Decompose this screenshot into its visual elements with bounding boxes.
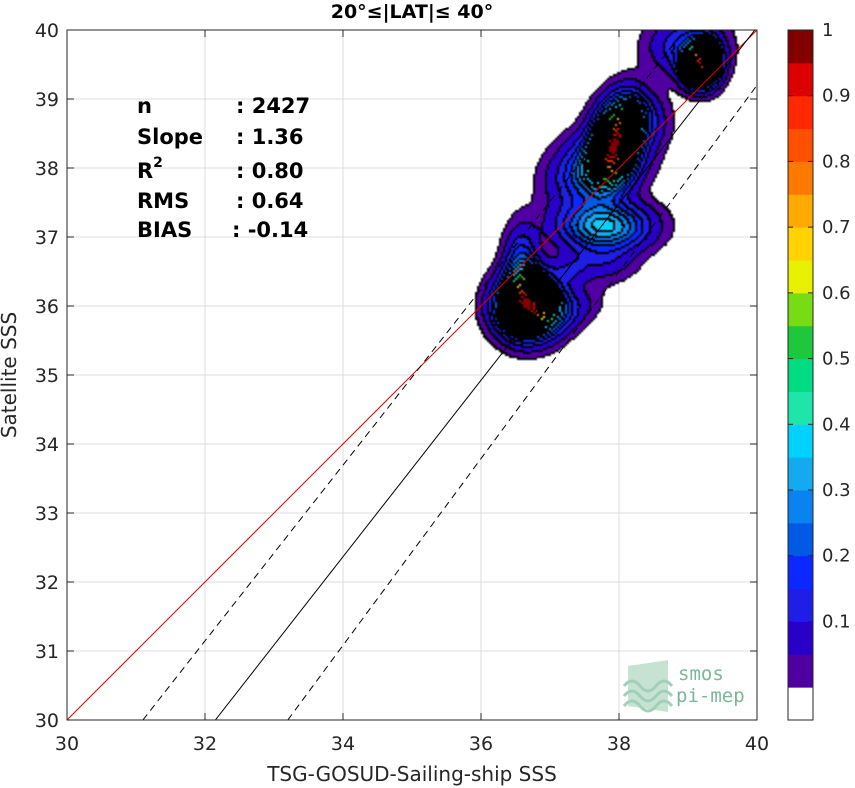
y-tick-label: 37: [35, 227, 59, 249]
stat-n-value: : 2427: [236, 94, 310, 118]
y-tick-label: 30: [35, 710, 59, 732]
colorbar-swatch: [788, 62, 813, 97]
colorbar-tick-label: 0.7: [822, 217, 851, 238]
colorbar-swatch: [788, 391, 813, 425]
y-tick-label: 39: [35, 89, 59, 111]
x-tick-label: 36: [469, 733, 493, 755]
x-tick-label: 34: [331, 733, 355, 755]
stat-r2-label: R2: [137, 155, 163, 183]
stats-box: n : 2427 Slope : 1.36 R2 : 0.80 RMS : 0.…: [137, 94, 310, 242]
reference-lines: [67, 30, 757, 720]
stat-rms-value: : 0.64: [236, 189, 304, 213]
colorbar-tick-label: 0.2: [822, 546, 851, 567]
watermark-line-2: pi-mep: [676, 685, 745, 707]
colorbar-swatch: [788, 260, 813, 294]
stat-r2-superscript: 2: [153, 155, 163, 171]
colorbar-tick-label: 0.4: [822, 414, 851, 435]
colorbar-swatch: [788, 654, 813, 688]
y-tick-label: 32: [35, 572, 59, 594]
colorbar-swatch: [788, 687, 813, 721]
colorbar-swatch: [788, 128, 813, 162]
colorbar-swatch: [788, 30, 813, 64]
colorbar-tick-label: 1: [822, 20, 833, 41]
x-axis-ticks: 30 32 34 36 38 40: [55, 30, 769, 755]
colorbar: 0.1 0.2 0.3 0.4 0.5 0.6 0.7 0.8 0.9 1: [787, 20, 851, 721]
stat-slope-label: Slope: [137, 125, 203, 149]
y-tick-label: 40: [35, 20, 59, 42]
x-axis-label: TSG-GOSUD-Sailing-ship SSS: [266, 762, 557, 786]
colorbar-swatch: [788, 227, 813, 261]
y-tick-label: 31: [35, 641, 59, 663]
y-tick-label: 34: [35, 434, 59, 456]
colorbar-tick-label: 0.1: [822, 611, 851, 632]
colorbar-swatch: [788, 325, 813, 360]
stat-r2-letter: R: [137, 159, 153, 183]
colorbar-tick-label: 0.3: [822, 480, 851, 501]
stat-slope-value: : 1.36: [236, 125, 304, 149]
colorbar-swatch: [788, 95, 813, 130]
y-tick-label: 36: [35, 296, 59, 318]
stat-rms-label: RMS: [137, 189, 189, 213]
reference-line-3: [142, 30, 685, 720]
stat-bias-label: BIAS: [137, 218, 192, 242]
colorbar-swatch: [788, 588, 813, 622]
x-tick-label: 38: [607, 733, 631, 755]
colorbar-tick-label: 0.8: [822, 151, 851, 172]
colorbar-swatch: [788, 457, 813, 491]
y-tick-label: 33: [35, 503, 59, 525]
x-tick-label: 30: [55, 733, 79, 755]
reference-line-2: [214, 30, 756, 720]
colorbar-swatch: [788, 621, 813, 655]
colorbar-swatch: [788, 358, 813, 392]
stat-n-label: n: [137, 94, 152, 118]
colorbar-swatch: [788, 490, 813, 524]
colorbar-swatch: [788, 555, 813, 590]
colorbar-frame: [787, 29, 814, 721]
smos-pimep-watermark: smos pi-mep: [622, 660, 745, 713]
colorbar-tick-label: 0.5: [822, 349, 851, 370]
y-tick-label: 38: [35, 158, 59, 180]
y-axis-ticks: 30 31 32 33 34 35 36 37 38 39 40: [35, 20, 757, 732]
x-tick-label: 32: [193, 733, 217, 755]
colorbar-tick-label: 0.6: [822, 283, 851, 304]
y-tick-label: 35: [35, 365, 59, 387]
colorbar-swatch: [788, 194, 813, 228]
chart-title: 20°≤|LAT|≤ 40°: [331, 1, 494, 23]
watermark-line-1: smos: [678, 663, 724, 685]
colorbar-tick-label: 0.9: [822, 86, 851, 107]
reference-line-1: [67, 30, 757, 720]
x-tick-label: 40: [745, 733, 769, 755]
colorbar-swatch: [788, 424, 813, 458]
y-axis-label: Satellite SSS: [0, 312, 21, 438]
colorbar-swatch: [788, 522, 813, 557]
watermark-waves-icon: [622, 660, 674, 713]
colorbar-swatch: [788, 161, 813, 195]
stat-bias-value: : -0.14: [232, 218, 308, 242]
colorbar-swatch: [788, 292, 813, 327]
stat-r2-value: : 0.80: [236, 159, 304, 183]
